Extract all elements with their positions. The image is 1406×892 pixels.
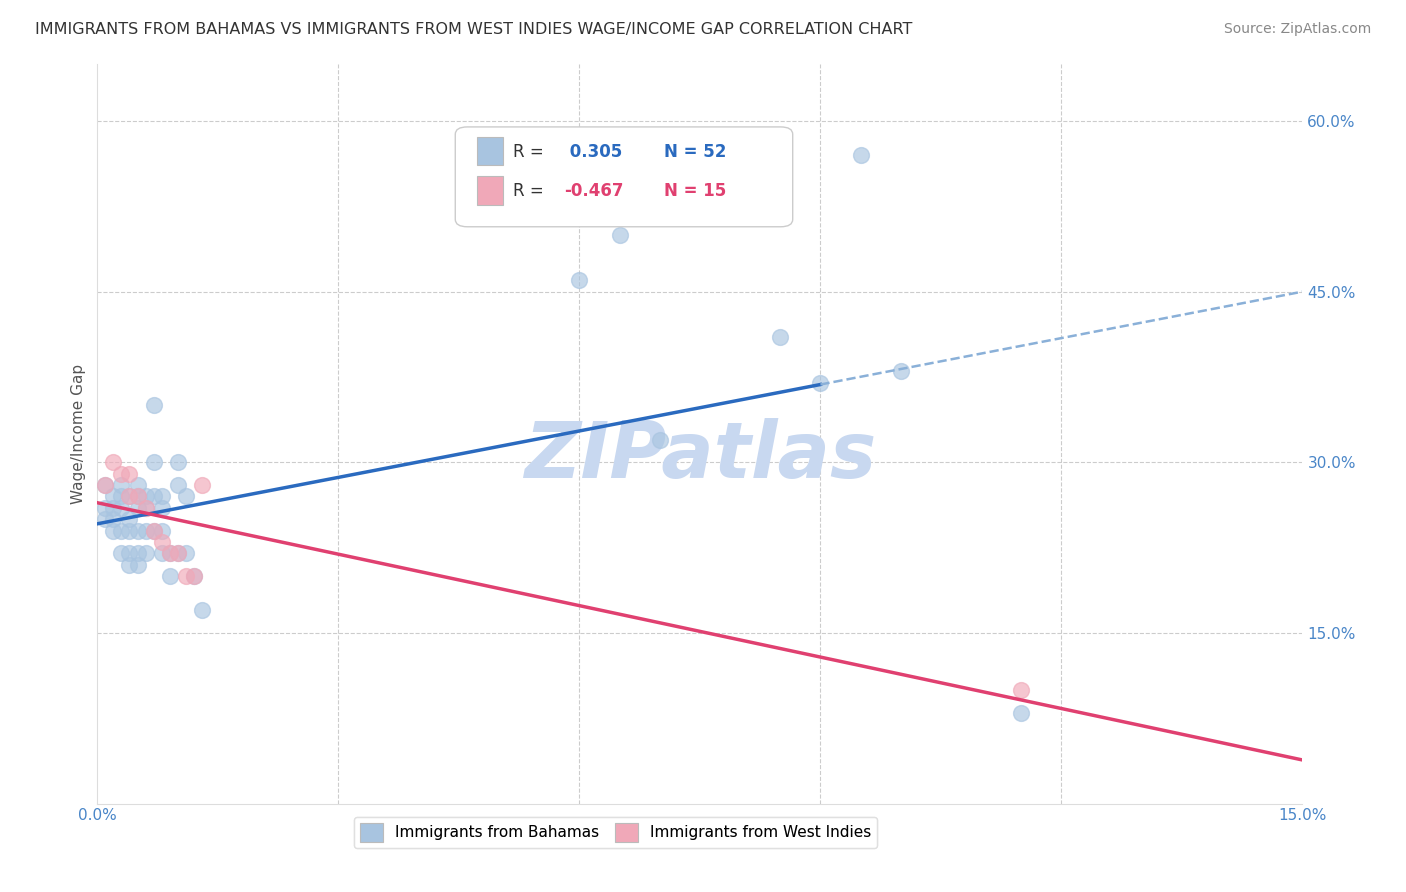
Point	[103, 455, 125, 469]
Point	[142, 524, 165, 538]
Point	[127, 558, 149, 572]
Point	[810, 376, 832, 390]
Point	[103, 512, 125, 526]
Point	[110, 524, 132, 538]
Point	[103, 500, 125, 515]
Point	[118, 512, 141, 526]
Text: IMMIGRANTS FROM BAHAMAS VS IMMIGRANTS FROM WEST INDIES WAGE/INCOME GAP CORRELATI: IMMIGRANTS FROM BAHAMAS VS IMMIGRANTS FR…	[35, 22, 912, 37]
FancyBboxPatch shape	[456, 127, 793, 227]
Point	[94, 478, 117, 492]
Point	[568, 273, 591, 287]
Point	[127, 490, 149, 504]
Text: R =: R =	[513, 144, 550, 161]
Point	[103, 490, 125, 504]
Point	[110, 478, 132, 492]
Point	[135, 490, 157, 504]
Point	[127, 478, 149, 492]
Point	[890, 364, 912, 378]
Legend: Immigrants from Bahamas, Immigrants from West Indies: Immigrants from Bahamas, Immigrants from…	[354, 817, 877, 847]
Point	[159, 546, 181, 560]
Point	[118, 490, 141, 504]
Point	[174, 490, 197, 504]
Point	[118, 467, 141, 481]
Bar	[477, 137, 503, 165]
Point	[94, 500, 117, 515]
Point	[166, 478, 188, 492]
Point	[1010, 706, 1032, 720]
Point	[127, 546, 149, 560]
Point	[150, 535, 173, 549]
Point	[94, 512, 117, 526]
Point	[159, 569, 181, 583]
Point	[849, 148, 872, 162]
Point	[118, 490, 141, 504]
Point	[648, 433, 671, 447]
Point	[150, 546, 173, 560]
Point	[94, 478, 117, 492]
Point	[166, 546, 188, 560]
Point	[174, 569, 197, 583]
Point	[135, 500, 157, 515]
Point	[142, 524, 165, 538]
Text: ZIPatlas: ZIPatlas	[524, 418, 876, 494]
Text: -0.467: -0.467	[564, 182, 623, 201]
Text: 0.305: 0.305	[564, 144, 621, 161]
Text: Source: ZipAtlas.com: Source: ZipAtlas.com	[1223, 22, 1371, 37]
Point	[166, 546, 188, 560]
Point	[166, 455, 188, 469]
Text: R =: R =	[513, 182, 550, 201]
Bar	[477, 177, 503, 204]
Point	[142, 455, 165, 469]
Point	[118, 558, 141, 572]
Point	[191, 478, 214, 492]
Point	[150, 500, 173, 515]
Point	[142, 490, 165, 504]
Y-axis label: Wage/Income Gap: Wage/Income Gap	[72, 364, 86, 504]
Point	[110, 546, 132, 560]
Point	[135, 524, 157, 538]
Point	[142, 398, 165, 412]
Point	[127, 500, 149, 515]
Point	[183, 569, 205, 583]
Point	[1010, 682, 1032, 697]
Point	[110, 490, 132, 504]
Point	[135, 546, 157, 560]
Point	[127, 524, 149, 538]
Point	[159, 546, 181, 560]
Point	[191, 603, 214, 617]
Point	[150, 490, 173, 504]
Point	[103, 524, 125, 538]
Text: N = 15: N = 15	[664, 182, 725, 201]
Point	[769, 330, 792, 344]
Text: N = 52: N = 52	[664, 144, 725, 161]
Point	[118, 546, 141, 560]
Point	[127, 490, 149, 504]
Point	[150, 524, 173, 538]
Point	[183, 569, 205, 583]
Point	[174, 546, 197, 560]
Point	[118, 524, 141, 538]
Point	[609, 227, 631, 242]
Point	[110, 467, 132, 481]
Point	[135, 500, 157, 515]
Point	[110, 500, 132, 515]
